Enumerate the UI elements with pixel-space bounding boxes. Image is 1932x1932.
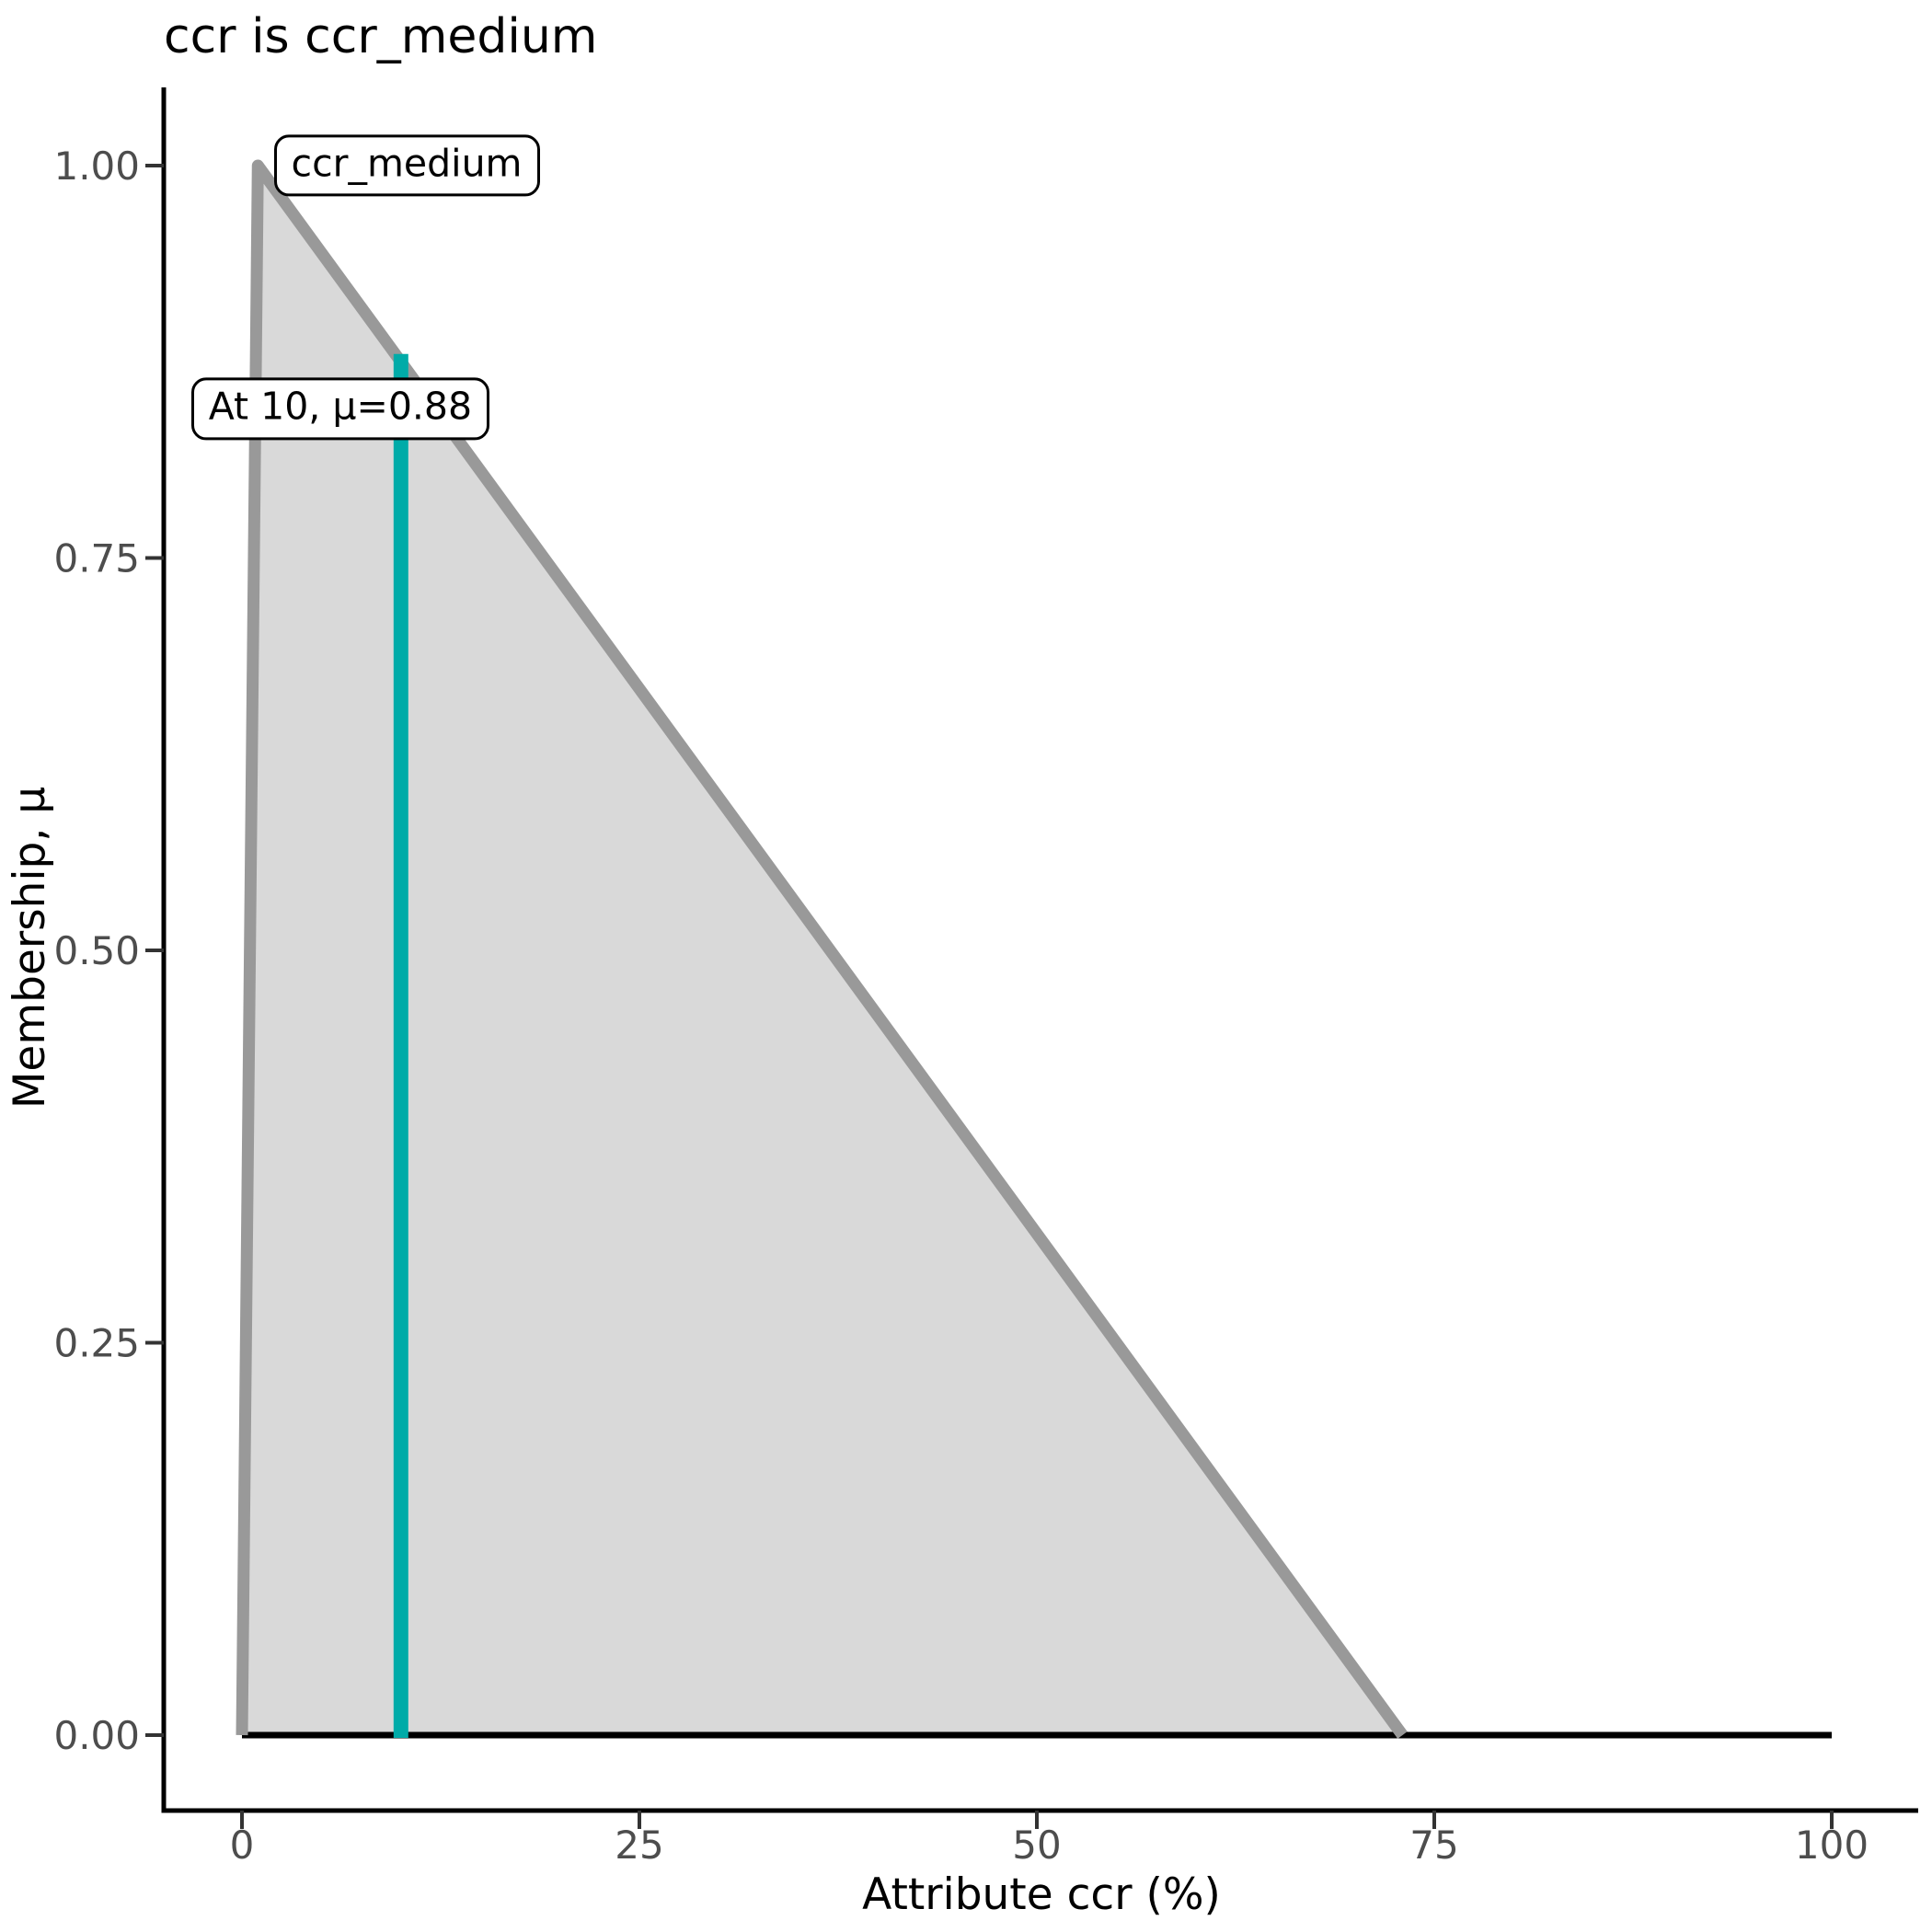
y-tick-label: 0.75 (53, 536, 140, 581)
y-tick-label: 0.50 (53, 928, 140, 973)
y-axis-title: Membership, μ (5, 787, 55, 1109)
x-tick-label: 75 (1409, 1823, 1458, 1868)
x-tick-label: 0 (230, 1823, 255, 1868)
x-tick-label: 50 (1012, 1823, 1061, 1868)
x-tick-label: 100 (1795, 1823, 1869, 1868)
x-axis-title: Attribute ccr (%) (862, 1869, 1221, 1920)
y-tick-label: 0.25 (53, 1321, 140, 1366)
y-tick-label: 1.00 (53, 144, 140, 189)
x-tick-label: 25 (615, 1823, 663, 1868)
chart-title: ccr is ccr_medium (164, 9, 598, 64)
y-tick-label: 0.00 (53, 1713, 140, 1758)
membership-outline (236, 159, 1408, 1739)
set-name-label: ccr_medium (273, 134, 540, 197)
membership-value-label: At 10, μ=0.88 (190, 377, 490, 441)
